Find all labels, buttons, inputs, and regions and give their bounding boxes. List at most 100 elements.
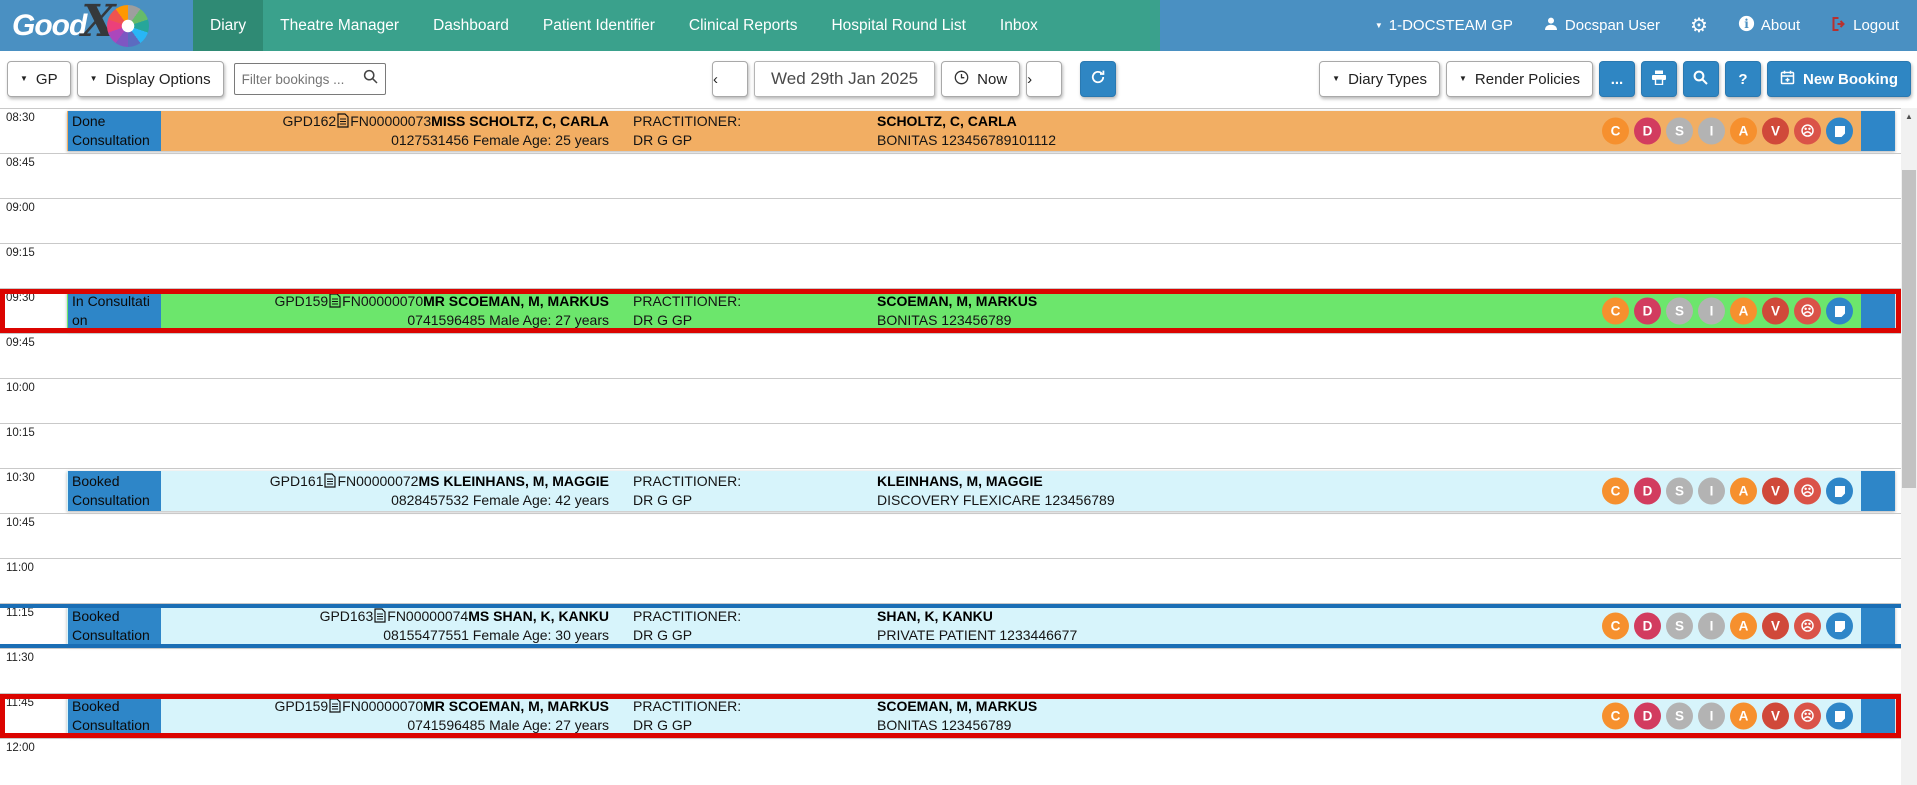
nav-item-inbox[interactable]: Inbox <box>999 16 1038 34</box>
a-badge-icon[interactable]: A <box>1730 477 1757 505</box>
sad-face-icon[interactable]: ☹ <box>1794 477 1821 505</box>
nav-item-diary[interactable]: Diary <box>193 0 264 51</box>
d-badge-icon[interactable]: D <box>1634 477 1661 505</box>
time-slot[interactable]: 10:45 <box>0 513 1917 558</box>
filter-bookings-input[interactable] <box>241 71 363 87</box>
scrollbar-thumb[interactable] <box>1902 170 1916 488</box>
document-icon[interactable] <box>336 113 350 129</box>
logout-button[interactable]: Logout <box>1830 16 1899 36</box>
nav-item-clinical-reports[interactable]: Clinical Reports <box>688 16 798 34</box>
a-badge-icon[interactable]: A <box>1730 297 1757 325</box>
about-button[interactable]: i About <box>1738 15 1800 36</box>
i-badge-icon[interactable]: I <box>1698 612 1725 640</box>
a-badge-icon[interactable]: A <box>1730 117 1757 145</box>
scroll-up-button[interactable]: ▲ <box>1905 112 1913 121</box>
v-badge-icon[interactable]: V <box>1762 117 1789 145</box>
v-badge-icon[interactable]: V <box>1762 297 1789 325</box>
s-badge-icon[interactable]: S <box>1666 477 1693 505</box>
render-policies-button[interactable]: ▼ Render Policies <box>1446 61 1593 97</box>
s-badge-icon[interactable]: S <box>1666 117 1693 145</box>
print-button[interactable] <box>1640 61 1677 97</box>
time-slot[interactable]: 11:30 <box>0 648 1917 693</box>
s-badge-icon[interactable]: S <box>1666 297 1693 325</box>
booking-row[interactable]: In Consultati on GPD159 FN00000070MR SCOEMA… <box>67 291 1895 331</box>
note-icon[interactable] <box>1826 117 1853 145</box>
i-badge-icon[interactable]: I <box>1698 702 1725 730</box>
refresh-button[interactable] <box>1080 61 1117 97</box>
booking-row[interactable]: Done Consultation GPD162 FN00000073MISS SCH… <box>67 111 1895 151</box>
document-icon[interactable] <box>328 293 342 309</box>
diary-types-button[interactable]: ▼ Diary Types <box>1319 61 1440 97</box>
more-options-button[interactable]: ... <box>1598 61 1635 97</box>
sad-face-icon[interactable]: ☹ <box>1794 612 1821 640</box>
document-icon[interactable] <box>328 698 342 714</box>
time-slot[interactable]: 11:45 Booked Consultation GPD159 FN00000070M… <box>0 693 1917 738</box>
sad-face-icon[interactable]: ☹ <box>1794 297 1821 325</box>
user-menu[interactable]: Docspan User <box>1543 16 1660 36</box>
booking-row[interactable]: Booked Consultation GPD159 FN00000070MR SCO… <box>67 696 1895 736</box>
c-badge-icon[interactable]: C <box>1602 702 1629 730</box>
d-badge-icon[interactable]: D <box>1634 117 1661 145</box>
v-badge-icon[interactable]: V <box>1762 612 1789 640</box>
v-badge-icon[interactable]: V <box>1762 702 1789 730</box>
current-date-display[interactable]: Wed 29th Jan 2025 <box>754 61 936 97</box>
a-badge-icon[interactable]: A <box>1730 612 1757 640</box>
booking-row[interactable]: Booked Consultation GPD161 FN00000072MS KLE… <box>67 471 1895 511</box>
practice-selector[interactable]: ▼ 1-DOCSTEAM GP <box>1375 17 1513 34</box>
a-badge-icon[interactable]: A <box>1730 702 1757 730</box>
booking-patient-block: GPD162 FN00000073MISS SCHOLTZ, C, CARLA 01… <box>165 111 610 151</box>
sad-face-icon[interactable]: ☹ <box>1794 702 1821 730</box>
next-day-button[interactable]: › <box>1026 61 1063 97</box>
time-slot[interactable]: 09:45 <box>0 333 1917 378</box>
note-icon[interactable] <box>1826 612 1853 640</box>
sad-face-icon[interactable]: ☹ <box>1794 117 1821 145</box>
note-icon[interactable] <box>1826 702 1853 730</box>
chevron-right-icon: › <box>1027 70 1033 88</box>
help-button[interactable]: ? <box>1724 61 1761 97</box>
new-booking-button[interactable]: New Booking <box>1766 61 1911 97</box>
d-badge-icon[interactable]: D <box>1634 297 1661 325</box>
time-slot[interactable]: 10:15 <box>0 423 1917 468</box>
now-button[interactable]: Now <box>941 61 1021 97</box>
nav-item-patient-identifier[interactable]: Patient Identifier <box>542 16 655 34</box>
gp-dropdown-button[interactable]: ▼ GP <box>7 61 71 97</box>
note-icon[interactable] <box>1826 477 1853 505</box>
search-bookings-button[interactable] <box>1682 61 1719 97</box>
v-badge-icon[interactable]: V <box>1762 477 1789 505</box>
nav-item-hospital-round-list[interactable]: Hospital Round List <box>831 16 966 34</box>
time-slot[interactable]: 09:15 <box>0 243 1917 288</box>
time-slot[interactable]: 10:00 <box>0 378 1917 423</box>
goodx-logo[interactable]: Good X <box>0 0 193 51</box>
booking-code: GPD162 <box>282 113 337 129</box>
time-slot[interactable]: 11:00 <box>0 558 1917 603</box>
time-slot[interactable]: 09:00 <box>0 198 1917 243</box>
c-badge-icon[interactable]: C <box>1602 612 1629 640</box>
i-badge-icon[interactable]: I <box>1698 297 1725 325</box>
booking-row[interactable]: Booked Consultation GPD163 FN00000074MS SHA… <box>67 606 1895 646</box>
time-slot[interactable]: 10:30 Booked Consultation GPD161 FN00000072M… <box>0 468 1917 513</box>
time-slot[interactable]: 11:15 Booked Consultation GPD163 FN00000074M… <box>0 603 1917 648</box>
display-options-button[interactable]: ▼ Display Options <box>76 61 224 97</box>
time-slot[interactable]: 12:00 <box>0 738 1917 783</box>
nav-item-dashboard[interactable]: Dashboard <box>433 16 509 34</box>
note-icon[interactable] <box>1826 297 1853 325</box>
c-badge-icon[interactable]: C <box>1602 117 1629 145</box>
time-slot[interactable]: 09:30 In Consultati on GPD159 FN00000070MR S… <box>0 288 1917 333</box>
d-badge-icon[interactable]: D <box>1634 702 1661 730</box>
nav-item-theatre-manager[interactable]: Theatre Manager <box>280 16 400 34</box>
c-badge-icon[interactable]: C <box>1602 477 1629 505</box>
d-badge-icon[interactable]: D <box>1634 612 1661 640</box>
s-badge-icon[interactable]: S <box>1666 612 1693 640</box>
vertical-scrollbar[interactable]: ▲ <box>1901 108 1917 785</box>
time-slot[interactable]: 08:45 <box>0 153 1917 198</box>
search-icon[interactable] <box>363 69 378 89</box>
document-icon[interactable] <box>323 473 337 489</box>
c-badge-icon[interactable]: C <box>1602 297 1629 325</box>
settings-button[interactable]: ⚙ <box>1690 16 1708 36</box>
s-badge-icon[interactable]: S <box>1666 702 1693 730</box>
previous-day-button[interactable]: ‹ <box>712 61 748 97</box>
document-icon[interactable] <box>373 608 387 624</box>
time-slot[interactable]: 08:30 Done Consultation GPD162 FN00000073MIS… <box>0 108 1917 153</box>
i-badge-icon[interactable]: I <box>1698 477 1725 505</box>
i-badge-icon[interactable]: I <box>1698 117 1725 145</box>
